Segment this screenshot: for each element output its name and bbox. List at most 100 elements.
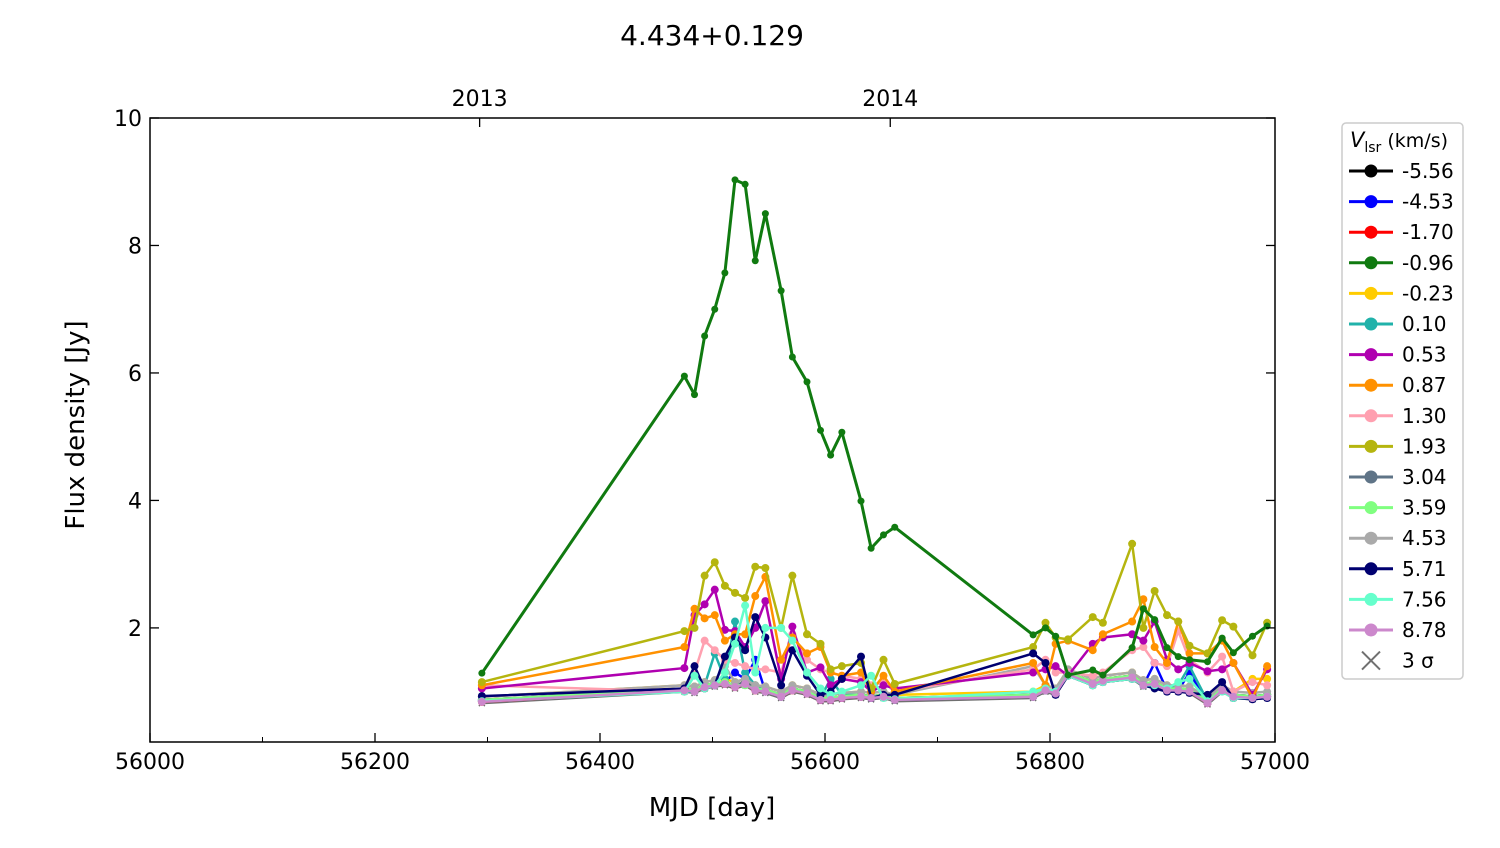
x-tick-label: 56800 bbox=[1015, 750, 1085, 775]
y-tick-label: 6 bbox=[128, 362, 142, 387]
data-point bbox=[1128, 539, 1137, 548]
data-point bbox=[1150, 643, 1159, 652]
data-point bbox=[1150, 658, 1159, 667]
legend-title: Vlsr (km/s) bbox=[1350, 128, 1448, 156]
data-point bbox=[838, 428, 846, 436]
data-point bbox=[1029, 692, 1038, 701]
data-point bbox=[1128, 673, 1137, 682]
top-year-label: 2013 bbox=[452, 87, 508, 112]
axes: 56000 56200 56400 56600 56800 57000 2 4 6 8 10 2013… bbox=[114, 87, 1310, 775]
x-tick-label: 56200 bbox=[340, 750, 410, 775]
data-point bbox=[1098, 618, 1107, 627]
data-point bbox=[826, 695, 835, 704]
data-point bbox=[816, 639, 825, 648]
data-point bbox=[826, 665, 835, 674]
data-point bbox=[879, 671, 888, 680]
data-point bbox=[691, 391, 698, 399]
data-point bbox=[1203, 699, 1212, 708]
data-point bbox=[1218, 652, 1227, 661]
data-point bbox=[1248, 678, 1257, 687]
data-point bbox=[741, 180, 749, 188]
legend-marker bbox=[1364, 286, 1378, 300]
data-point bbox=[1150, 679, 1159, 688]
data-point bbox=[720, 636, 729, 645]
data-point bbox=[880, 531, 887, 539]
data-point bbox=[721, 269, 729, 277]
data-point bbox=[879, 692, 888, 701]
legend-item: 4.53 bbox=[1349, 526, 1447, 550]
data-point bbox=[1139, 605, 1147, 613]
data-point bbox=[741, 662, 750, 671]
legend-label: 3.04 bbox=[1402, 465, 1447, 489]
data-point bbox=[1128, 617, 1137, 626]
data-point bbox=[1139, 681, 1148, 690]
data-point bbox=[1174, 686, 1183, 695]
data-point bbox=[837, 694, 846, 703]
data-point bbox=[1029, 631, 1037, 639]
data-point bbox=[1064, 671, 1072, 679]
legend-marker bbox=[1364, 501, 1378, 515]
data-point bbox=[1186, 656, 1193, 664]
data-point bbox=[761, 597, 770, 606]
legend-item: 1.93 bbox=[1349, 434, 1447, 458]
legend: Vlsr (km/s) -5.56 -4.53 -1.70 -0.96 -0.23 0.10… bbox=[1341, 122, 1464, 680]
legend-item: -0.96 bbox=[1349, 251, 1454, 275]
series-group bbox=[477, 176, 1272, 708]
data-point bbox=[751, 257, 759, 265]
series--0.96 bbox=[478, 176, 1271, 679]
data-point bbox=[700, 614, 709, 623]
data-point bbox=[1051, 668, 1060, 677]
legend-label: -1.70 bbox=[1402, 220, 1454, 244]
data-point bbox=[1139, 636, 1148, 645]
data-point bbox=[1174, 617, 1183, 626]
data-point bbox=[827, 451, 835, 459]
data-point bbox=[720, 581, 729, 590]
data-point bbox=[867, 671, 876, 680]
legend-item: 7.56 bbox=[1349, 587, 1447, 611]
data-point bbox=[761, 665, 770, 674]
data-point bbox=[1218, 616, 1227, 625]
data-point bbox=[1098, 630, 1107, 639]
data-point bbox=[1041, 618, 1050, 627]
data-point bbox=[680, 664, 689, 673]
data-point bbox=[803, 630, 811, 639]
data-point bbox=[741, 593, 750, 602]
data-point bbox=[890, 695, 899, 704]
y-tick-label: 10 bbox=[114, 107, 142, 132]
data-point bbox=[1128, 644, 1136, 652]
data-point bbox=[720, 679, 729, 688]
y-tick-label: 8 bbox=[128, 234, 142, 259]
legend-marker bbox=[1364, 348, 1378, 362]
data-point bbox=[751, 668, 760, 677]
data-point bbox=[1029, 643, 1038, 652]
data-point bbox=[788, 353, 796, 361]
data-point bbox=[777, 287, 785, 295]
data-point bbox=[690, 604, 699, 613]
data-point bbox=[1150, 586, 1159, 595]
data-point bbox=[816, 663, 825, 672]
data-point bbox=[1174, 653, 1182, 661]
data-point bbox=[751, 686, 760, 695]
data-point bbox=[761, 210, 769, 218]
legend-marker bbox=[1364, 378, 1378, 392]
plot-series bbox=[477, 176, 1272, 708]
legend-marker bbox=[1364, 562, 1378, 576]
data-point bbox=[857, 692, 865, 701]
data-point bbox=[700, 600, 709, 609]
data-point bbox=[879, 655, 888, 664]
legend-label: 0.87 bbox=[1402, 373, 1447, 397]
data-point bbox=[1163, 644, 1171, 652]
data-point bbox=[879, 681, 888, 690]
legend-item: -5.56 bbox=[1349, 159, 1454, 183]
data-point bbox=[731, 639, 739, 648]
data-point bbox=[837, 674, 846, 683]
data-point bbox=[1029, 658, 1038, 667]
data-point bbox=[761, 687, 770, 696]
data-point bbox=[1051, 689, 1060, 698]
x-tick-label: 56000 bbox=[115, 750, 185, 775]
data-point bbox=[1088, 646, 1097, 655]
data-point bbox=[1218, 634, 1226, 642]
legend-title-sub: lsr bbox=[1364, 140, 1381, 156]
data-point bbox=[837, 687, 846, 696]
